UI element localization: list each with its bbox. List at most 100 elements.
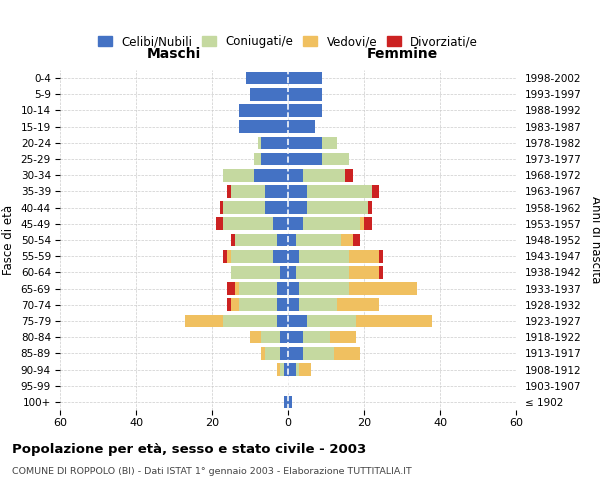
Bar [307, 185, 371, 198]
Bar [227, 185, 231, 198]
Bar [223, 314, 277, 328]
Bar [216, 218, 223, 230]
Bar [349, 266, 379, 278]
Bar [280, 347, 288, 360]
Bar [254, 169, 288, 181]
Bar [262, 136, 288, 149]
Text: Femmine: Femmine [367, 48, 437, 62]
Bar [277, 363, 280, 376]
Bar [220, 202, 223, 214]
Bar [307, 202, 368, 214]
Bar [231, 185, 265, 198]
Bar [303, 169, 345, 181]
Bar [334, 347, 360, 360]
Bar [284, 363, 288, 376]
Bar [239, 282, 277, 295]
Bar [257, 136, 262, 149]
Bar [288, 250, 299, 262]
Bar [239, 120, 288, 133]
Bar [273, 250, 288, 262]
Bar [223, 202, 265, 214]
Bar [288, 104, 322, 117]
Bar [364, 218, 371, 230]
Bar [288, 363, 296, 376]
Bar [239, 298, 277, 311]
Bar [368, 202, 371, 214]
Bar [296, 363, 299, 376]
Legend: Celibi/Nubili, Coniugati/e, Vedovi/e, Divorziati/e: Celibi/Nubili, Coniugati/e, Vedovi/e, Di… [94, 32, 482, 52]
Bar [330, 331, 356, 344]
Bar [231, 250, 273, 262]
Bar [227, 282, 235, 295]
Bar [299, 282, 349, 295]
Bar [223, 218, 273, 230]
Bar [223, 169, 254, 181]
Bar [254, 152, 262, 166]
Bar [288, 347, 303, 360]
Bar [223, 250, 227, 262]
Bar [322, 152, 349, 166]
Bar [239, 104, 288, 117]
Bar [288, 298, 299, 311]
Bar [288, 136, 322, 149]
Bar [231, 234, 235, 246]
Bar [299, 298, 337, 311]
Bar [299, 250, 349, 262]
Bar [337, 298, 379, 311]
Bar [265, 185, 288, 198]
Bar [356, 314, 433, 328]
Bar [273, 218, 288, 230]
Bar [341, 234, 353, 246]
Bar [349, 250, 379, 262]
Bar [371, 185, 379, 198]
Bar [250, 331, 262, 344]
Bar [296, 234, 341, 246]
Bar [360, 218, 364, 230]
Bar [288, 396, 292, 408]
Bar [235, 282, 239, 295]
Bar [303, 331, 330, 344]
Bar [227, 298, 231, 311]
Bar [280, 363, 284, 376]
Bar [288, 314, 307, 328]
Y-axis label: Fasce di età: Fasce di età [2, 205, 15, 275]
Bar [277, 298, 288, 311]
Bar [303, 347, 334, 360]
Bar [277, 314, 288, 328]
Bar [288, 202, 307, 214]
Text: COMUNE DI ROPPOLO (BI) - Dati ISTAT 1° gennaio 2003 - Elaborazione TUTTITALIA.IT: COMUNE DI ROPPOLO (BI) - Dati ISTAT 1° g… [12, 468, 412, 476]
Bar [296, 266, 349, 278]
Text: Popolazione per età, sesso e stato civile - 2003: Popolazione per età, sesso e stato civil… [12, 442, 366, 456]
Bar [280, 331, 288, 344]
Bar [288, 152, 322, 166]
Bar [353, 234, 360, 246]
Bar [231, 298, 239, 311]
Bar [288, 282, 299, 295]
Bar [262, 152, 288, 166]
Bar [379, 266, 383, 278]
Bar [288, 72, 322, 85]
Bar [303, 218, 360, 230]
Bar [265, 347, 280, 360]
Bar [185, 314, 223, 328]
Bar [246, 72, 288, 85]
Bar [379, 250, 383, 262]
Bar [288, 218, 303, 230]
Bar [231, 266, 280, 278]
Bar [299, 363, 311, 376]
Bar [288, 266, 296, 278]
Bar [288, 185, 307, 198]
Bar [284, 396, 288, 408]
Bar [262, 347, 265, 360]
Bar [288, 234, 296, 246]
Bar [288, 169, 303, 181]
Bar [280, 266, 288, 278]
Bar [250, 88, 288, 101]
Bar [277, 234, 288, 246]
Bar [288, 120, 314, 133]
Bar [349, 282, 417, 295]
Bar [235, 234, 277, 246]
Text: Maschi: Maschi [147, 48, 201, 62]
Bar [227, 250, 231, 262]
Bar [322, 136, 337, 149]
